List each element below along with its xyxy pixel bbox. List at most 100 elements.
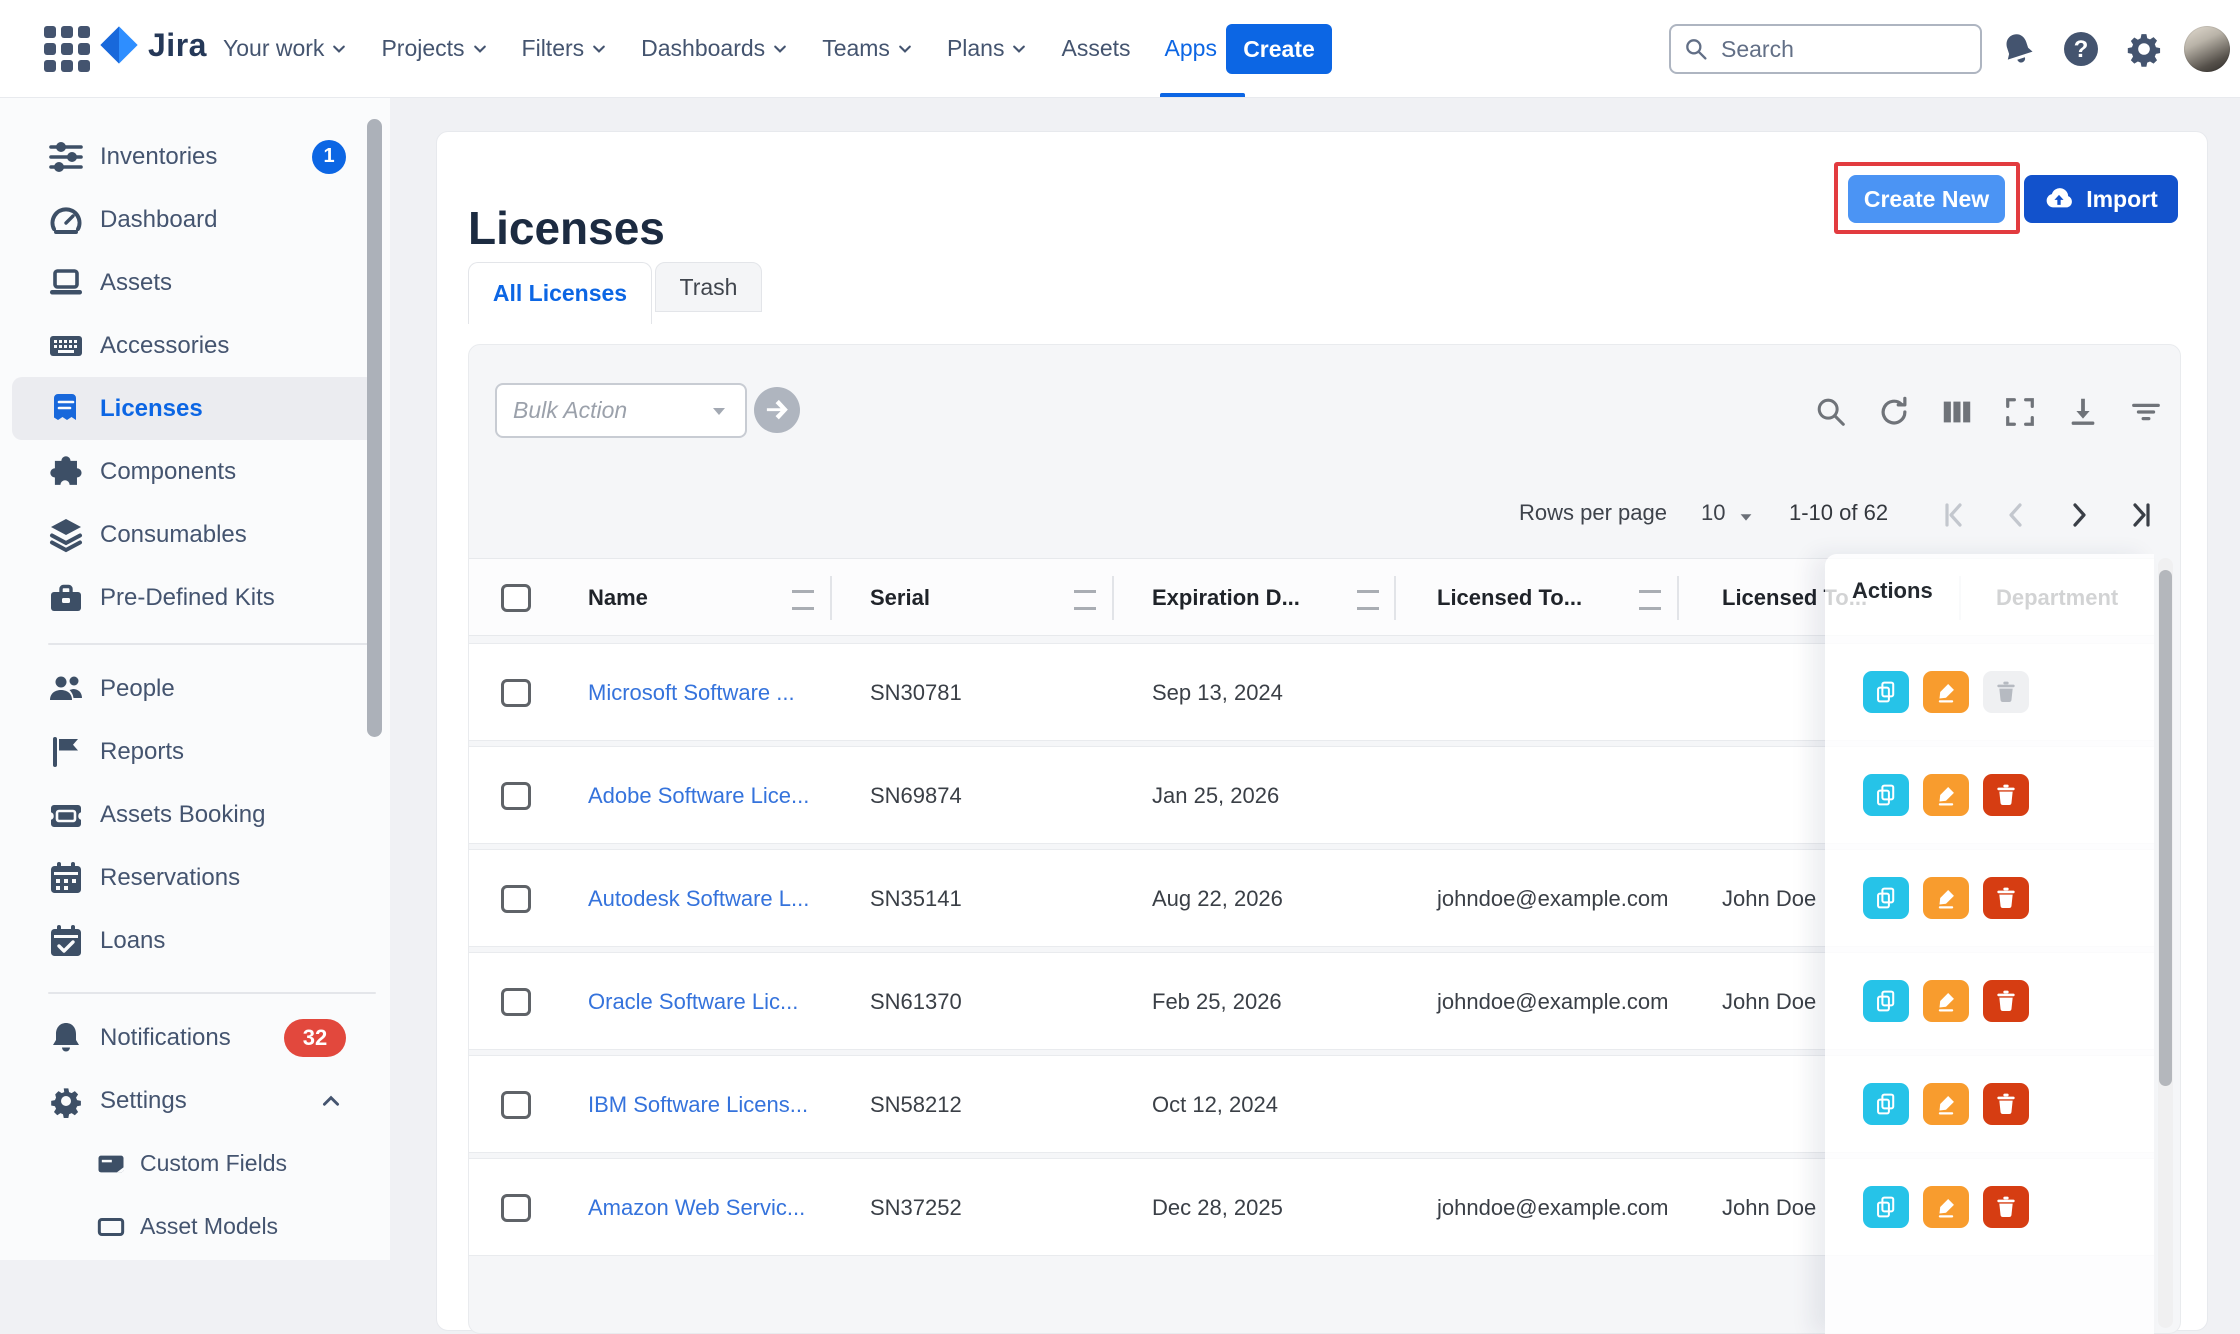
column-header-expiration[interactable]: Expiration D... xyxy=(1152,559,1300,637)
sidebar-scrollbar-thumb[interactable] xyxy=(367,119,382,737)
edit-license-button[interactable] xyxy=(1923,774,1969,816)
row-checkbox[interactable] xyxy=(501,885,531,913)
create-new-button[interactable]: Create New xyxy=(1848,175,2005,223)
sidebar-item-label: Pre-Defined Kits xyxy=(100,584,275,612)
nav-item-dashboards[interactable]: Dashboards xyxy=(624,0,805,97)
apply-bulk-action-button[interactable] xyxy=(754,387,800,433)
laptop-icon xyxy=(48,265,84,301)
license-name-link[interactable]: Amazon Web Servic... xyxy=(588,1159,805,1257)
nav-item-filters[interactable]: Filters xyxy=(505,0,625,97)
cell-licensed-name: John Doe xyxy=(1722,850,1816,948)
nav-item-projects[interactable]: Projects xyxy=(364,0,504,97)
sidebar-item-components[interactable]: Components xyxy=(12,440,376,503)
license-name-link[interactable]: IBM Software Licens... xyxy=(588,1056,808,1154)
sidebar-item-dashboard[interactable]: Dashboard xyxy=(12,188,376,251)
edit-license-button[interactable] xyxy=(1923,1083,1969,1125)
tab-trash[interactable]: Trash xyxy=(655,262,762,312)
pagination-bar: Rows per page 10 1-10 of 62 xyxy=(469,489,2162,539)
column-drag-handle[interactable] xyxy=(1357,590,1379,610)
nav-item-teams[interactable]: Teams xyxy=(805,0,930,97)
sidebar-item-custom-fields[interactable]: Custom Fields xyxy=(12,1132,376,1195)
rows-per-page-value[interactable]: 10 xyxy=(1701,500,1725,526)
sidebar-item-people[interactable]: People xyxy=(12,657,376,720)
copy-license-button[interactable] xyxy=(1863,1083,1909,1125)
column-header-name[interactable]: Name xyxy=(588,559,648,637)
last-page-button[interactable] xyxy=(2126,499,2158,531)
sidebar-item-reports[interactable]: Reports xyxy=(12,720,376,783)
edit-license-button[interactable] xyxy=(1923,877,1969,919)
notification-bell-icon[interactable] xyxy=(2000,0,2036,97)
delete-license-button[interactable] xyxy=(1983,1083,2029,1125)
sidebar-item-notifications[interactable]: Notifications32 xyxy=(12,1006,376,1069)
search-box[interactable] xyxy=(1669,24,1982,74)
column-header-serial[interactable]: Serial xyxy=(870,559,930,637)
download-icon[interactable] xyxy=(2065,394,2101,430)
delete-license-button[interactable] xyxy=(1983,980,2029,1022)
gauge-icon xyxy=(48,202,84,238)
row-checkbox[interactable] xyxy=(501,1091,531,1119)
filter-icon[interactable] xyxy=(2128,394,2164,430)
copy-license-button[interactable] xyxy=(1863,980,1909,1022)
license-name-link[interactable]: Autodesk Software L... xyxy=(588,850,809,948)
sidebar-item-loans[interactable]: Loans xyxy=(12,909,376,972)
refresh-icon[interactable] xyxy=(1876,394,1912,430)
tab-all-licenses[interactable]: All Licenses xyxy=(468,262,652,324)
row-checkbox[interactable] xyxy=(501,782,531,810)
cell-serial: SN30781 xyxy=(870,644,962,742)
jira-logo[interactable]: Jira xyxy=(98,24,207,66)
copy-license-button[interactable] xyxy=(1863,671,1909,713)
sidebar-item-licenses[interactable]: Licenses xyxy=(12,377,376,440)
copy-license-button[interactable] xyxy=(1863,774,1909,816)
help-icon[interactable]: ? xyxy=(2061,0,2101,97)
column-header-licensed-to[interactable]: Licensed To... xyxy=(1437,559,1582,637)
sidebar-item-reservations[interactable]: Reservations xyxy=(12,846,376,909)
sidebar-item-accessories[interactable]: Accessories xyxy=(12,314,376,377)
select-all-checkbox[interactable] xyxy=(501,584,531,612)
bulk-action-select[interactable]: Bulk Action xyxy=(495,383,747,438)
sidebar-item-consumables[interactable]: Consumables xyxy=(12,503,376,566)
cell-serial: SN35141 xyxy=(870,850,962,948)
edit-license-button[interactable] xyxy=(1923,671,1969,713)
column-drag-handle[interactable] xyxy=(792,590,814,610)
sidebar-item-pre-defined-kits[interactable]: Pre-Defined Kits xyxy=(12,566,376,629)
search-icon[interactable] xyxy=(1813,394,1849,430)
copy-license-button[interactable] xyxy=(1863,877,1909,919)
gear-icon[interactable] xyxy=(2125,0,2163,97)
copy-license-button[interactable] xyxy=(1863,1186,1909,1228)
sidebar-item-assets[interactable]: Assets xyxy=(12,251,376,314)
column-drag-handle[interactable] xyxy=(1074,590,1096,610)
sidebar-item-asset-models[interactable]: Asset Models xyxy=(12,1195,376,1258)
search-input[interactable] xyxy=(1719,35,1968,64)
bell-icon xyxy=(48,1020,84,1056)
rows-per-page-caret-icon[interactable] xyxy=(1737,508,1755,526)
row-checkbox[interactable] xyxy=(501,679,531,707)
row-checkbox[interactable] xyxy=(501,1194,531,1222)
fullscreen-icon[interactable] xyxy=(2002,394,2038,430)
top-navbar: Jira Your workProjectsFilters Dashboards T… xyxy=(0,0,2240,98)
column-drag-handle[interactable] xyxy=(1639,590,1661,610)
edit-license-button[interactable] xyxy=(1923,980,1969,1022)
nav-item-label: Dashboards xyxy=(641,35,765,62)
nav-item-plans[interactable]: Plans xyxy=(930,0,1045,97)
user-avatar[interactable] xyxy=(2184,26,2230,72)
delete-license-button[interactable] xyxy=(1983,1186,2029,1228)
delete-license-button[interactable] xyxy=(1983,774,2029,816)
license-name-link[interactable]: Adobe Software Lice... xyxy=(588,747,809,845)
edit-license-button[interactable] xyxy=(1923,1186,1969,1228)
rect-icon xyxy=(96,1212,126,1242)
nav-item-assets[interactable]: Assets xyxy=(1044,0,1147,97)
table-scrollbar-thumb[interactable] xyxy=(2159,570,2172,1086)
create-button[interactable]: Create xyxy=(1226,24,1332,74)
sidebar-item-settings[interactable]: Settings xyxy=(12,1069,376,1132)
nav-item-your-work[interactable]: Your work xyxy=(206,0,364,97)
columns-icon[interactable] xyxy=(1939,394,1975,430)
app-switcher-icon[interactable] xyxy=(44,26,90,72)
license-name-link[interactable]: Oracle Software Lic... xyxy=(588,953,798,1051)
sidebar-item-assets-booking[interactable]: Assets Booking xyxy=(12,783,376,846)
next-page-button[interactable] xyxy=(2063,499,2095,531)
sidebar-item-inventories[interactable]: Inventories1 xyxy=(12,125,376,188)
delete-license-button[interactable] xyxy=(1983,877,2029,919)
import-button[interactable]: Import xyxy=(2024,175,2178,223)
row-checkbox[interactable] xyxy=(501,988,531,1016)
license-name-link[interactable]: Microsoft Software ... xyxy=(588,644,795,742)
